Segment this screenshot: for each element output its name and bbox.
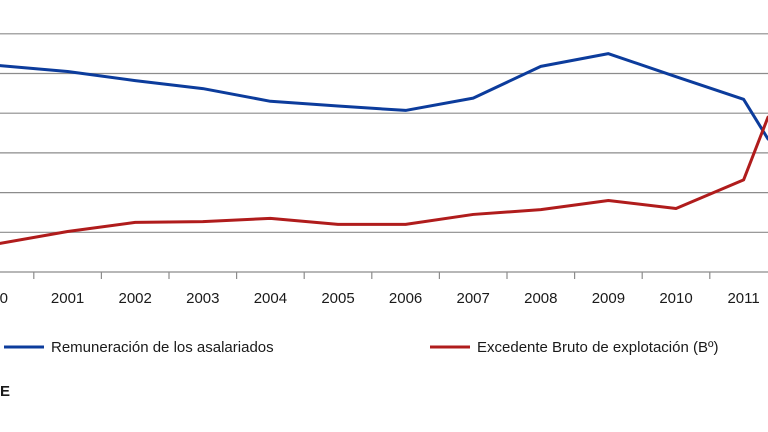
- legend-label-remuneracion: Remuneración de los asalariados: [51, 339, 274, 356]
- x-tick-label-11: 2011: [727, 290, 759, 307]
- source-note: E: [0, 383, 10, 400]
- x-axis-ticks: 0 2001 2002 2003 2004 2005 2006 2007 2008 2009 201…: [0, 272, 760, 307]
- series-line-0: [0, 52, 768, 141]
- x-tick-label-5: 2005: [321, 290, 354, 307]
- series-line-1: [0, 115, 768, 245]
- x-tick-label-1: 2001: [51, 290, 84, 307]
- x-tick-label-10: 2010: [659, 290, 692, 307]
- x-tick-label-2: 2002: [119, 290, 152, 307]
- x-tick-label-7: 2007: [457, 290, 490, 307]
- x-tick-label-0: 0: [0, 290, 8, 307]
- x-tick-label-8: 2008: [524, 290, 557, 307]
- x-tick-label-9: 2009: [592, 290, 625, 307]
- x-tick-label-3: 2003: [186, 290, 219, 307]
- gridlines: [0, 33, 768, 233]
- legend: Remuneración de los asalariados Excedent…: [4, 339, 718, 356]
- x-tick-label-6: 2006: [389, 290, 422, 307]
- series-lines: [0, 52, 768, 245]
- legend-label-excedente: Excedente Bruto de explotación (Bº): [477, 339, 718, 356]
- x-tick-label-4: 2004: [254, 290, 287, 307]
